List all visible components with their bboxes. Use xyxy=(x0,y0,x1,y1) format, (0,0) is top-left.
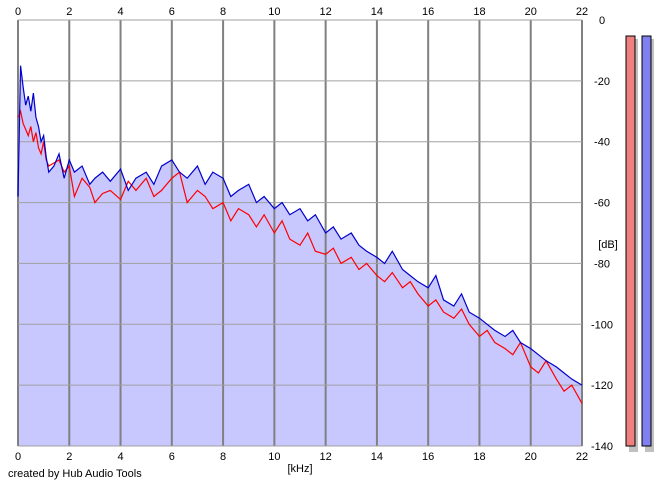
x-tick-label-bottom: 0 xyxy=(15,451,21,463)
x-tick-label-top: 4 xyxy=(117,6,123,18)
spectrum-fill-area xyxy=(18,65,582,447)
series-line-left xyxy=(17,109,583,404)
x-tick-label-top: 10 xyxy=(268,6,280,18)
x-tick-label-top: 14 xyxy=(371,6,383,18)
y-tick-label: -40 xyxy=(594,137,610,149)
x-tick-labels-top: 0 2 4 6 8 10 12 14 16 18 20 22 xyxy=(15,6,588,18)
x-tick-label-bottom: 20 xyxy=(525,451,537,463)
x-tick-label-top: 22 xyxy=(576,6,588,18)
x-tick-label-top: 12 xyxy=(320,6,332,18)
level-meters xyxy=(625,35,654,452)
x-tick-label-bottom: 6 xyxy=(169,451,175,463)
meter-left-bar xyxy=(625,35,636,447)
x-tick-label-top: 16 xyxy=(422,6,434,18)
plot-area xyxy=(17,19,583,447)
x-tick-label-top: 20 xyxy=(525,6,537,18)
x-tick-label-bottom: 14 xyxy=(371,451,383,463)
x-tick-label-bottom: 8 xyxy=(220,451,226,463)
x-tick-label-bottom: 12 xyxy=(320,451,332,463)
series-layer xyxy=(17,65,583,404)
x-tick-label-top: 8 xyxy=(220,6,226,18)
x-tick-label-bottom: 22 xyxy=(576,451,588,463)
y-tick-label: -120 xyxy=(591,380,613,392)
y-tick-label: 0 xyxy=(599,15,605,27)
x-tick-labels-bottom: 0 2 4 6 8 10 12 14 16 18 20 22 xyxy=(15,451,588,463)
x-tick-label-top: 2 xyxy=(66,6,72,18)
credit-text: created by Hub Audio Tools xyxy=(8,468,142,480)
y-axis-label: [dB] xyxy=(598,239,618,251)
y-tick-label: -100 xyxy=(591,319,613,331)
series-line-right xyxy=(17,65,583,386)
y-tick-labels: 0 -20 -40 -60 -80 -100 -120 -140 xyxy=(591,15,613,453)
x-tick-label-top: 6 xyxy=(169,6,175,18)
y-tick-label: -140 xyxy=(591,441,613,453)
x-tick-label-bottom: 16 xyxy=(422,451,434,463)
y-tick-label: -80 xyxy=(594,258,610,270)
y-tick-label: -20 xyxy=(594,76,610,88)
x-tick-label-top: 18 xyxy=(473,6,485,18)
x-tick-label-bottom: 18 xyxy=(473,451,485,463)
x-tick-label-bottom: 4 xyxy=(117,451,123,463)
x-axis-label: [kHz] xyxy=(287,463,312,475)
meter-right-bar xyxy=(641,35,652,447)
y-tick-label: -60 xyxy=(594,198,610,210)
x-tick-label-bottom: 10 xyxy=(268,451,280,463)
x-tick-label-bottom: 2 xyxy=(66,451,72,463)
x-tick-label-top: 0 xyxy=(15,6,21,18)
